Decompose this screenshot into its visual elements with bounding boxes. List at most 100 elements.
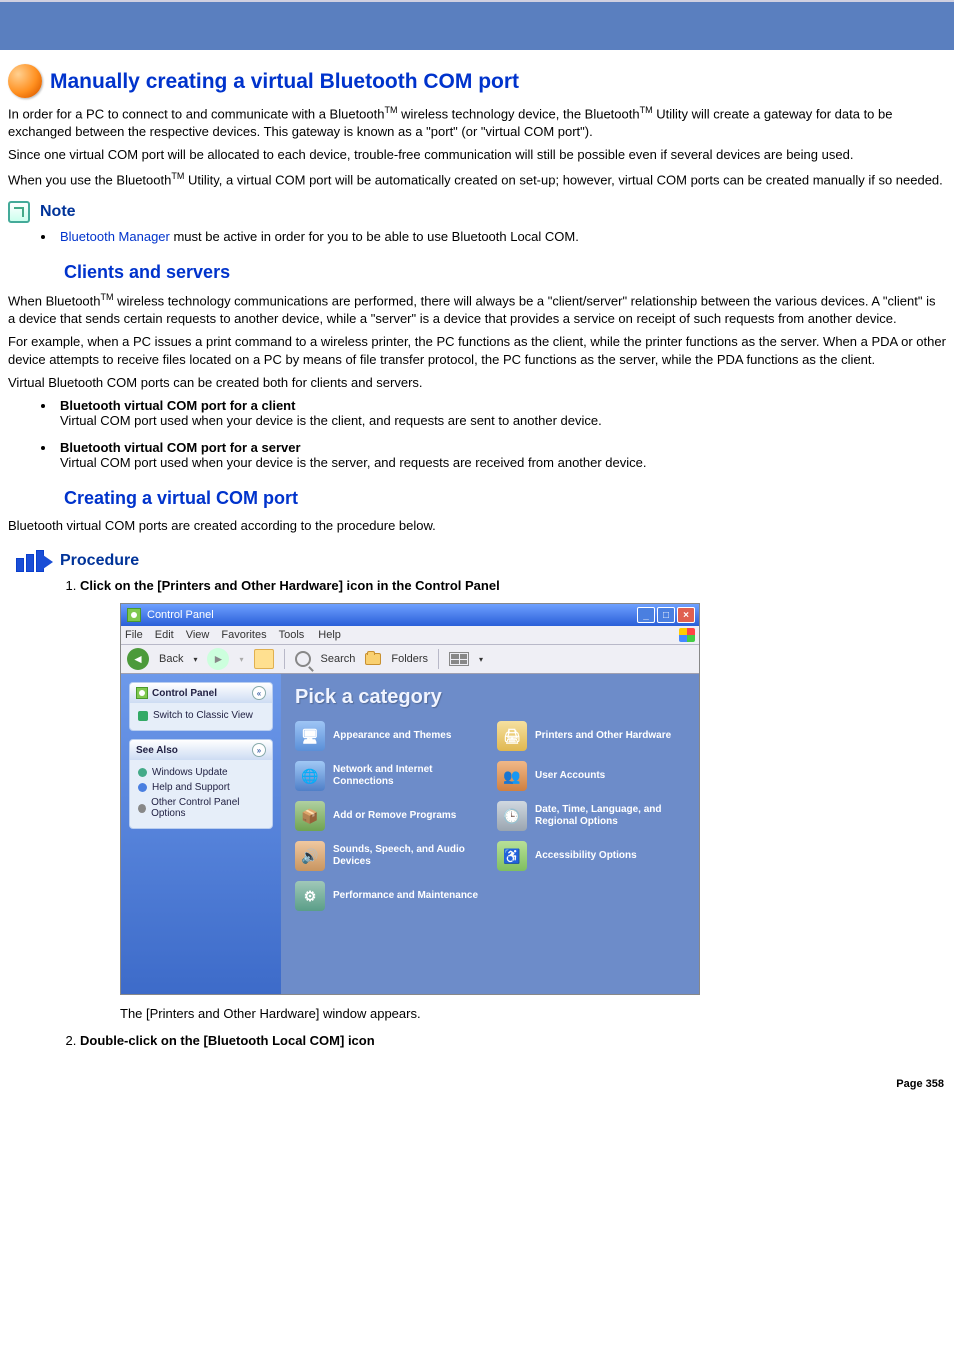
window-title: Control Panel	[147, 609, 214, 621]
panel-body: Switch to Classic View	[130, 703, 272, 730]
clients-p1: When BluetoothTM wireless technology com…	[8, 291, 946, 327]
category-label: Network and Internet Connections	[333, 764, 483, 788]
folders-label[interactable]: Folders	[391, 653, 428, 665]
category-network[interactable]: 🌐 Network and Internet Connections	[295, 761, 483, 791]
close-button[interactable]: ×	[677, 607, 695, 623]
users-icon: 👥	[497, 761, 527, 791]
category-printers[interactable]: 🖨Printers and Other Hardware	[497, 721, 685, 751]
window-body: Control Panel « Switch to Classic View	[121, 674, 699, 994]
page-title-row: Manually creating a virtual Bluetooth CO…	[8, 56, 946, 98]
see-also-label: Help and Support	[152, 782, 230, 793]
procedure-steps: Click on the [Printers and Other Hardwar…	[80, 578, 946, 1048]
forward-dropdown-icon[interactable]: ▾	[239, 655, 243, 664]
note-row: Note	[8, 201, 946, 223]
menu-edit[interactable]: Edit	[155, 629, 174, 641]
window-buttons: _ □ ×	[637, 607, 695, 623]
control-panel-icon	[127, 608, 141, 622]
up-button[interactable]	[254, 649, 274, 669]
paragraph-3: When you use the BluetoothTM Utility, a …	[8, 170, 946, 189]
see-also-help-support[interactable]: Help and Support	[138, 780, 264, 795]
category-label: Performance and Maintenance	[333, 890, 478, 902]
panel-header: See Also »	[130, 740, 272, 760]
category-label: Appearance and Themes	[333, 730, 451, 742]
back-dropdown-icon[interactable]: ▾	[193, 655, 197, 664]
network-icon: 🌐	[295, 761, 325, 791]
creating-intro: Bluetooth virtual COM ports are created …	[8, 517, 946, 535]
titlebar-left: Control Panel	[127, 608, 214, 622]
category-label: User Accounts	[535, 770, 605, 782]
toolbar-separator	[438, 649, 439, 669]
category-appearance[interactable]: 🖥 Appearance and Themes	[295, 721, 483, 751]
menu-bar: File Edit View Favorites Tools Help	[121, 626, 699, 645]
window-titlebar: Control Panel _ □ ×	[121, 604, 699, 626]
procedure-row: Procedure	[16, 550, 946, 572]
heading-creating: Creating a virtual COM port	[64, 488, 946, 509]
page-title: Manually creating a virtual Bluetooth CO…	[50, 70, 519, 94]
forward-button[interactable]: ►	[207, 648, 229, 670]
sidebar-panel-control-panel: Control Panel « Switch to Classic View	[129, 682, 273, 731]
bullet-title: Bluetooth virtual COM port for a client	[60, 398, 295, 413]
com-port-types-list: Bluetooth virtual COM port for a client …	[56, 398, 946, 470]
step-1: Click on the [Printers and Other Hardwar…	[80, 578, 946, 1023]
sidebar-panel-see-also: See Also » Windows Update Help and Suppo…	[129, 739, 273, 829]
switch-classic-view-link[interactable]: Switch to Classic View	[138, 708, 264, 723]
category-label: Accessibility Options	[535, 850, 637, 862]
category-users[interactable]: 👥 User Accounts	[497, 761, 685, 791]
maximize-button[interactable]: □	[657, 607, 675, 623]
step-after-text: The [Printers and Other Hardware] window…	[120, 1005, 946, 1023]
back-button[interactable]: ◄	[127, 648, 149, 670]
menu-help[interactable]: Help	[318, 629, 341, 641]
sounds-icon: 🔊	[295, 841, 325, 871]
category-label: Add or Remove Programs	[333, 810, 456, 822]
dot-icon	[138, 804, 146, 813]
see-also-label: Other Control Panel Options	[151, 797, 264, 819]
panel-title: Control Panel	[152, 688, 217, 699]
menu-file[interactable]: File	[125, 629, 143, 641]
collapse-icon[interactable]: «	[252, 686, 266, 700]
collapse-icon[interactable]: »	[252, 743, 266, 757]
note-rest: must be active in order for you to be ab…	[170, 229, 579, 244]
see-also-windows-update[interactable]: Windows Update	[138, 765, 264, 780]
panel-title: See Also	[136, 745, 178, 756]
panel-body: Windows Update Help and Support Other Co…	[130, 760, 272, 828]
clients-p3: Virtual Bluetooth COM ports can be creat…	[8, 374, 946, 392]
note-icon	[8, 201, 30, 223]
step-title: Double-click on the [Bluetooth Local COM…	[80, 1033, 375, 1048]
bullet-desc: Virtual COM port used when your device i…	[60, 413, 602, 428]
menu-tools[interactable]: Tools	[279, 629, 305, 641]
page-number: Page 358	[0, 1072, 954, 1100]
bullet-desc: Virtual COM port used when your device i…	[60, 455, 647, 470]
list-item: Bluetooth virtual COM port for a client …	[56, 398, 946, 428]
windows-logo-icon	[679, 628, 695, 642]
add-remove-icon: 📦	[295, 801, 325, 831]
appearance-icon: 🖥	[295, 721, 325, 751]
bluetooth-manager-link[interactable]: Bluetooth Manager	[60, 229, 170, 244]
category-date-time[interactable]: 🕒Date, Time, Language, and Regional Opti…	[497, 801, 685, 831]
views-icon[interactable]	[449, 652, 469, 666]
category-add-remove[interactable]: 📦 Add or Remove Programs	[295, 801, 483, 831]
minimize-button[interactable]: _	[637, 607, 655, 623]
top-bar	[0, 0, 954, 50]
content-area: Pick a category 🖥 Appearance and Themes 🖨…	[281, 674, 699, 994]
category-grid: 🖥 Appearance and Themes 🖨Printers and Oth…	[295, 721, 685, 911]
category-label: Sounds, Speech, and Audio Devices	[333, 844, 483, 868]
category-performance[interactable]: ⚙ Performance and Maintenance	[295, 881, 483, 911]
back-label[interactable]: Back	[159, 653, 183, 665]
category-label: Printers and Other Hardware	[535, 730, 671, 742]
menu-favorites[interactable]: Favorites	[221, 629, 266, 641]
category-accessibility[interactable]: ♿Accessibility Options	[497, 841, 685, 871]
sidebar: Control Panel « Switch to Classic View	[121, 674, 281, 994]
note-item: Bluetooth Manager must be active in orde…	[56, 229, 946, 244]
category-sounds[interactable]: 🔊 Sounds, Speech, and Audio Devices	[295, 841, 483, 871]
note-list: Bluetooth Manager must be active in orde…	[56, 229, 946, 244]
dot-icon	[138, 768, 147, 777]
dot-icon	[138, 783, 147, 792]
performance-icon: ⚙	[295, 881, 325, 911]
views-dropdown-icon[interactable]: ▾	[479, 655, 483, 664]
toolbar: ◄ Back ▾ ► ▾ Search Folders ▾	[121, 645, 699, 674]
intro-paragraph: In order for a PC to connect to and comm…	[8, 104, 946, 140]
see-also-other-options[interactable]: Other Control Panel Options	[138, 795, 264, 821]
pick-category-heading: Pick a category	[295, 686, 685, 709]
menu-view[interactable]: View	[186, 629, 210, 641]
search-label[interactable]: Search	[321, 653, 356, 665]
